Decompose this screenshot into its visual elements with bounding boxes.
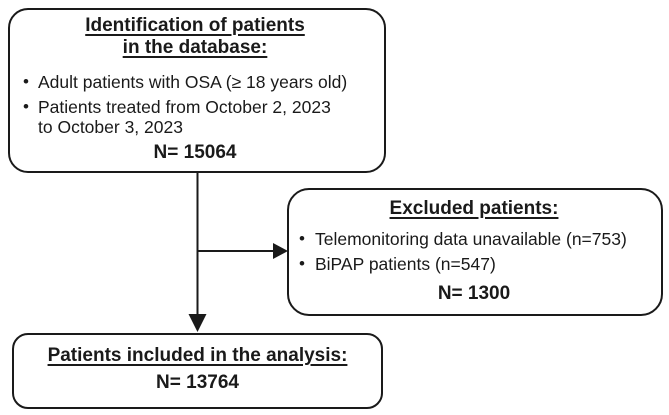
excluded-title: Excluded patients:	[289, 198, 659, 220]
identification-title: Identification of patients in the databa…	[10, 15, 380, 59]
included-box: Patients included in the analysis: N= 13…	[12, 333, 383, 409]
arrow-right-icon	[273, 243, 288, 259]
excluded-bullet: • Telemonitoring data unavailable (n=753…	[289, 229, 659, 249]
bullet-icon: •	[299, 229, 305, 248]
bullet-icon: •	[23, 72, 29, 91]
identification-title-line: in the database:	[122, 37, 268, 58]
bullet-text-line: Patients treated from October 2, 2023	[38, 97, 331, 117]
identification-count: N= 15064	[153, 142, 237, 163]
included-title-line: Patients included in the analysis:	[47, 345, 348, 366]
bullet-icon: •	[299, 254, 305, 273]
bullet-text: Adult patients with OSA (≥ 18 years old)	[38, 72, 348, 92]
bullet-text: Patients treated from October 2, 2023 to…	[38, 97, 380, 137]
bullet-text: BiPAP patients (n=547)	[315, 254, 496, 274]
bullet-icon: •	[23, 97, 29, 116]
included-count: N= 13764	[156, 372, 239, 393]
bullet-text-line: to October 3, 2023	[38, 117, 183, 137]
excluded-title-line: Excluded patients:	[389, 198, 559, 219]
excluded-bullet: • BiPAP patients (n=547)	[289, 254, 659, 274]
identification-bullet: • Patients treated from October 2, 2023 …	[10, 97, 380, 137]
excluded-count: N= 1300	[437, 283, 511, 304]
excluded-bullet-list: • Telemonitoring data unavailable (n=753…	[289, 229, 659, 279]
identification-bullet: • Adult patients with OSA (≥ 18 years ol…	[10, 72, 380, 92]
identification-box: Identification of patients in the databa…	[8, 8, 386, 173]
included-title: Patients included in the analysis:	[18, 345, 377, 367]
bullet-text: Telemonitoring data unavailable (n=753)	[315, 229, 627, 249]
identification-bullet-list: • Adult patients with OSA (≥ 18 years ol…	[10, 72, 380, 142]
identification-title-line: Identification of patients	[85, 15, 305, 36]
excluded-box: Excluded patients: • Telemonitoring data…	[287, 188, 663, 316]
arrow-down-icon	[188, 314, 207, 332]
